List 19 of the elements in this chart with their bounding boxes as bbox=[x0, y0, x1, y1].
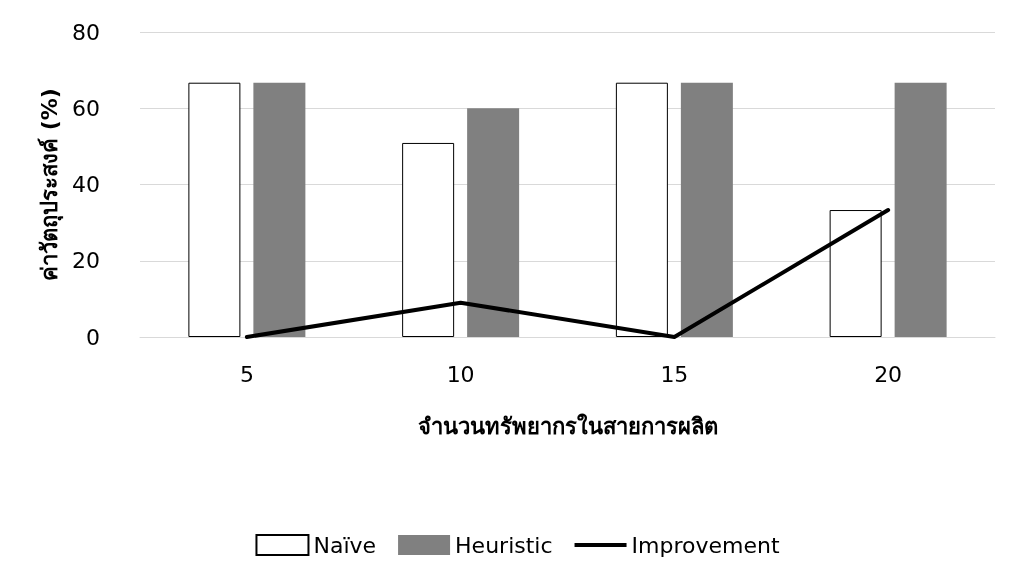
bar bbox=[253, 82, 306, 337]
y-tick-label: 20 bbox=[72, 248, 100, 274]
x-axis-title: จำนวนทรัพยากรในสายการผลิต bbox=[417, 412, 718, 439]
bar bbox=[680, 82, 733, 337]
legend-label: Naïve bbox=[313, 532, 377, 558]
x-tick-label: 5 bbox=[239, 361, 254, 387]
y-tick-label: 60 bbox=[72, 95, 100, 121]
y-axis-title: ค่าวัตถุประสงค์ (%) bbox=[36, 88, 64, 281]
y-tick-label: 80 bbox=[72, 19, 100, 45]
y-tick-label: 0 bbox=[86, 324, 100, 350]
legend-label: Improvement bbox=[631, 532, 780, 558]
bar bbox=[894, 82, 947, 337]
bar bbox=[188, 82, 241, 337]
x-tick-label: 10 bbox=[446, 361, 475, 387]
bar bbox=[467, 108, 520, 337]
x-tick-label: 20 bbox=[874, 361, 903, 387]
legend-label: Heuristic bbox=[455, 532, 553, 558]
x-tick-label: 15 bbox=[660, 361, 689, 387]
y-tick-label: 40 bbox=[72, 172, 100, 197]
